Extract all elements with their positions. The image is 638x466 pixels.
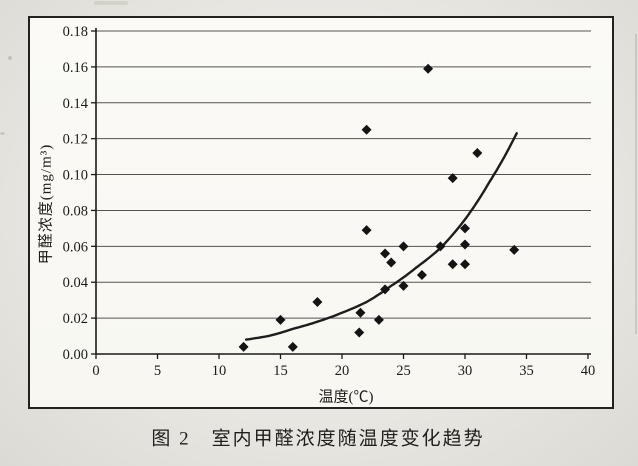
data-point: [380, 248, 391, 259]
x-tick-label: 35: [519, 363, 534, 379]
data-point: [373, 314, 384, 325]
data-point: [509, 244, 520, 255]
scan-speck: [0, 132, 5, 135]
y-tick-label: 0.12: [63, 132, 88, 148]
y-axis-title: 甲醛浓度(mg/m³): [38, 143, 55, 265]
data-point: [435, 241, 446, 252]
scan-edge-artifact: [635, 34, 637, 334]
x-tick-label: 10: [212, 363, 227, 379]
data-point: [447, 259, 458, 270]
figure-caption: 图 2 室内甲醛浓度随温度变化趋势: [151, 428, 485, 450]
data-point: [398, 280, 409, 291]
data-point: [380, 284, 391, 295]
chart-frame: [28, 16, 614, 409]
data-point: [361, 124, 372, 135]
y-tick-label: 0.06: [63, 239, 88, 255]
trend-curve: [244, 132, 518, 341]
data-point: [460, 259, 470, 270]
data-point: [398, 241, 409, 252]
y-tick-label: 0.18: [63, 24, 88, 40]
scan-smudge: [94, 1, 128, 5]
x-tick-label: 20: [335, 363, 350, 379]
data-point: [416, 270, 427, 281]
data-point: [460, 239, 470, 250]
y-tick-label: 0.02: [63, 311, 88, 327]
data-point: [312, 296, 323, 307]
x-tick-label: 5: [154, 363, 161, 379]
data-point: [460, 223, 470, 234]
x-axis-title: 温度(℃): [318, 389, 374, 406]
y-tick-label: 0.10: [63, 168, 88, 184]
y-tick-label: 0.14: [63, 96, 89, 112]
data-point: [361, 225, 372, 236]
data-point: [275, 314, 286, 325]
x-tick-label: 15: [273, 363, 288, 379]
x-tick-label: 30: [458, 363, 473, 379]
data-point: [287, 341, 298, 352]
data-point: [447, 173, 458, 184]
data-point: [472, 148, 483, 159]
x-tick-label: 40: [581, 363, 596, 379]
x-tick-label: 0: [92, 363, 99, 379]
y-tick-label: 0.00: [63, 347, 88, 363]
y-tick-label: 0.04: [63, 275, 89, 291]
x-tick-label: 25: [396, 363, 411, 379]
data-point: [238, 341, 249, 352]
data-point: [355, 307, 366, 318]
y-tick-label: 0.08: [63, 203, 88, 219]
data-point: [423, 63, 434, 74]
data-point: [386, 257, 397, 268]
scan-speck: [8, 56, 12, 60]
y-tick-label: 0.16: [63, 60, 88, 76]
data-point: [354, 327, 365, 338]
